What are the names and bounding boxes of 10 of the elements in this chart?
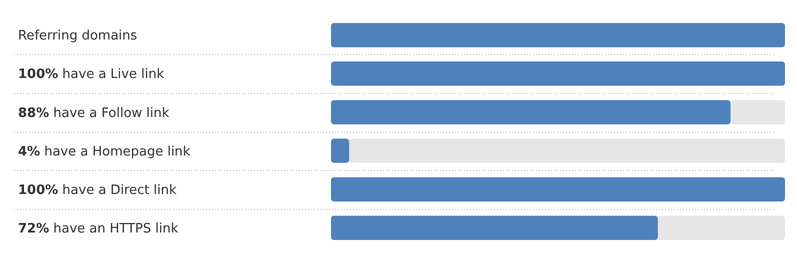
y-tick-label: 100% have a Direct link	[18, 182, 177, 198]
bar	[331, 177, 785, 202]
bar	[331, 62, 785, 86]
y-tick-label: 88% have a Follow link	[18, 106, 170, 121]
y-tick-label: 4% have a Homepage link	[18, 144, 191, 160]
bar	[331, 138, 350, 163]
y-tick-label: 100% have a Live link	[18, 67, 165, 82]
y-tick-label: Referring domains	[18, 28, 138, 44]
y-tick-label: 72% have an HTTPS link	[18, 221, 179, 236]
bar	[331, 22, 785, 48]
